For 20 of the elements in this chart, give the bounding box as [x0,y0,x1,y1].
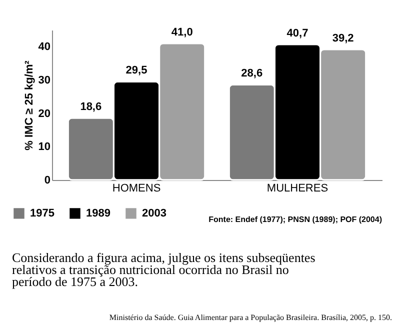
data-label: 41,0 [171,26,193,38]
text: Ministério da Saúde. Guia Alimentar para a População Brasileira. Brasília, 2005, p. 150. [109,313,392,322]
x-tick-label: MULHERES [266,182,328,194]
legend-label: 1989 [86,207,110,220]
y-tick-label: 10 [38,141,50,154]
legend-label: 2003 [142,207,166,220]
data-label: 39,2 [332,32,354,44]
text: Considerando a figura acima, julgue os itens subseqüentes relativos a transição nutricional ocorrida no Brasil no período de 1975 a 2003. [12,250,316,289]
y-axis-title: % IMC ≥ 25 kg/m² [23,60,36,150]
legend-label: 1975 [30,207,54,220]
y-tick-label: 20 [38,108,50,120]
data-label: 29,5 [126,64,148,77]
y-tick-label: 40 [38,41,50,54]
x-tick-label: HOMENS [112,182,161,194]
data-label: 40,7 [286,27,308,40]
data-label: 18,6 [80,101,102,113]
y-tick-label: 30 [38,74,50,86]
source-note: Fonte: Endef (1977); PNSN (1989); POF (2004) [208,215,382,224]
data-label: 28,6 [241,68,263,80]
y-tick-label: 0 [44,174,50,186]
